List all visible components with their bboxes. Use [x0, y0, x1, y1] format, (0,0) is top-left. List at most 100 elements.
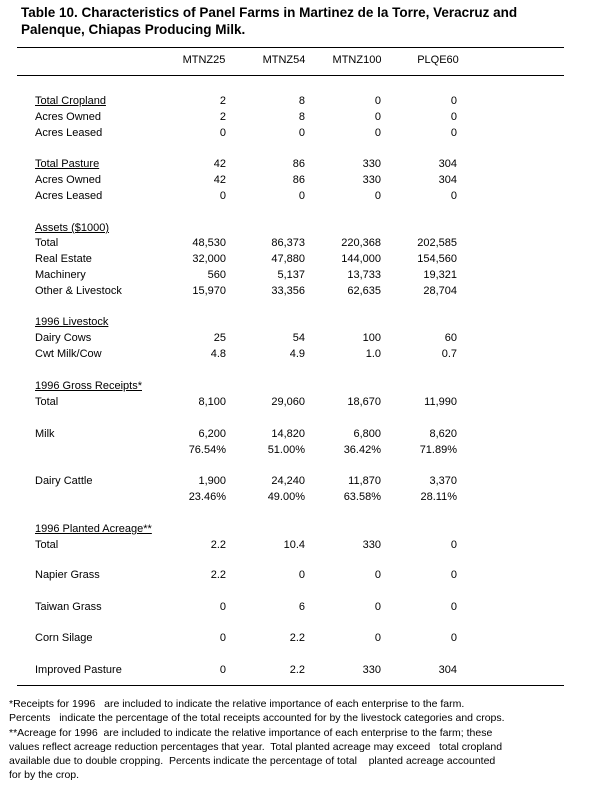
footnote-line: *Receipts for 1996 are included to indic…: [9, 698, 465, 710]
cell-value: 0: [298, 190, 305, 202]
cell-value: 0: [374, 601, 381, 613]
cell-value: 0: [374, 95, 381, 107]
table-row: 23.46% 49.00% 63.58% 28.11%: [0, 490, 602, 504]
cell-value: 0: [374, 190, 381, 202]
cell-value: 0: [298, 127, 305, 139]
cell-value: 15,970: [192, 285, 226, 297]
table-row: Dairy Cows 25 54 100 60: [0, 331, 602, 345]
cell-value: 0: [450, 127, 457, 139]
cell-value: 4.9: [289, 348, 305, 360]
table-row: 76.54% 51.00% 36.42% 71.89%: [0, 443, 602, 457]
row-label: Taiwan Grass: [35, 601, 102, 613]
table-row: Total 48,530 86,373 220,368 202,585: [0, 236, 602, 250]
cell-value: 0: [219, 601, 226, 613]
row-label: Dairy Cattle: [35, 475, 93, 487]
cell-value: 62,635: [347, 285, 381, 297]
table-row: Total 2.2 10.4 330 0: [0, 538, 602, 552]
table-row: Acres Owned 2 8 0 0: [0, 110, 602, 124]
cell-value: 2.2: [289, 664, 305, 676]
column-header-mtnz25: MTNZ25: [182, 54, 226, 66]
table-row: Cwt Milk/Cow 4.8 4.9 1.0 0.7: [0, 347, 602, 361]
cell-value: 0: [450, 632, 457, 644]
row-label: Corn Silage: [35, 632, 93, 644]
cell-value: 5,137: [277, 269, 305, 281]
cell-value: 2.2: [210, 539, 226, 551]
cell-value: 86,373: [271, 237, 305, 249]
cell-value: 71.89%: [419, 444, 457, 456]
cell-value: 8,620: [429, 428, 457, 440]
row-label: Acres Owned: [35, 111, 102, 123]
cell-value: 0.7: [441, 348, 457, 360]
cell-value: 0: [374, 632, 381, 644]
table-row: Total Cropland 2 8 0 0: [0, 94, 602, 108]
section-heading: Total Pasture: [35, 158, 100, 170]
table-row: Acres Leased 0 0 0 0: [0, 126, 602, 140]
footnote-line: Percents indicate the percentage of the …: [9, 712, 505, 725]
row-label: Machinery: [35, 269, 86, 281]
table-row: 1996 Livestock: [0, 315, 602, 329]
row-label: Acres Leased: [35, 127, 103, 139]
cell-value: 0: [450, 539, 457, 551]
row-label: Acres Leased: [35, 190, 103, 202]
cell-value: 3,370: [429, 475, 457, 487]
row-label: Total: [35, 237, 59, 249]
table-row: Improved Pasture 0 2.2 330 304: [0, 663, 602, 677]
row-label: Napier Grass: [35, 569, 100, 581]
cell-value: 1.0: [365, 348, 381, 360]
table-row: Acres Leased 0 0 0 0: [0, 189, 602, 203]
table-row: Corn Silage 0 2.2 0 0: [0, 631, 602, 645]
cell-value: 11,870: [348, 475, 381, 487]
cell-value: 8: [298, 111, 305, 123]
column-header-mtnz100: MTNZ100: [332, 54, 382, 66]
footnotes: *Receipts for 1996 are included to indic…: [9, 697, 599, 783]
cell-value: 18,670: [347, 396, 381, 408]
table-row: Other & Livestock 15,970 33,356 62,635 28,70…: [0, 284, 602, 298]
cell-value: 24,240: [271, 475, 305, 487]
row-label: Total: [35, 539, 59, 551]
cell-value: 42: [213, 174, 226, 186]
cell-value: 2.2: [210, 569, 226, 581]
cell-value: 0: [219, 632, 226, 644]
row-label: Milk: [35, 428, 55, 440]
table-row: 1996 Planted Acreage**: [0, 522, 602, 536]
footnote-line: available due to double cropping. Percen…: [9, 755, 496, 768]
table-row: Dairy Cattle 1,900 24,240 11,870 3,370: [0, 474, 602, 488]
row-label: Real Estate: [35, 253, 92, 265]
cell-value: 0: [450, 111, 457, 123]
cell-value: 8: [298, 95, 305, 107]
cell-value: 0: [219, 127, 226, 139]
cell-value: 86: [292, 174, 305, 186]
cell-value: 2.2: [289, 632, 305, 644]
table-row: Total Pasture 42 86 330 304: [0, 157, 602, 171]
cell-value: 51.00%: [267, 444, 305, 456]
row-label: Other & Livestock: [35, 285, 122, 297]
cell-value: 100: [362, 332, 381, 344]
footnote-line: values reflect acreage reduction percent…: [9, 740, 503, 753]
cell-value: 220,368: [341, 237, 381, 249]
cell-value: 63.58%: [343, 491, 381, 503]
section-heading: Assets ($1000): [35, 222, 109, 234]
table-row: Machinery 560 5,137 13,733 19,321: [0, 268, 602, 282]
column-header-mtnz54: MTNZ54: [262, 54, 306, 66]
table-row: Real Estate 32,000 47,880 144,000 154,560: [0, 252, 602, 266]
cell-value: 6,200: [198, 428, 226, 440]
cell-value: 6,800: [353, 428, 381, 440]
cell-value: 76.54%: [188, 444, 226, 456]
table-title: Table 10. Characteristics of Panel Farms…: [21, 5, 518, 37]
cell-value: 14,820: [271, 428, 305, 440]
table-row: 1996 Gross Receipts*: [0, 379, 602, 393]
cell-value: 19,321: [423, 269, 457, 281]
section-heading: 1996 Gross Receipts*: [35, 380, 142, 392]
top-rule: [17, 47, 564, 48]
cell-value: 6: [298, 601, 305, 613]
cell-value: 47,880: [271, 253, 305, 265]
cell-value: 0: [374, 127, 381, 139]
cell-value: 28.11%: [420, 491, 458, 503]
cell-value: 28,704: [423, 285, 457, 297]
table-row: Napier Grass 2.2 0 0 0: [0, 568, 602, 582]
cell-value: 0: [374, 569, 381, 581]
cell-value: 10.4: [283, 539, 305, 551]
cell-value: 330: [362, 174, 381, 186]
cell-value: 86: [292, 158, 305, 170]
cell-value: 23.46%: [188, 491, 226, 503]
